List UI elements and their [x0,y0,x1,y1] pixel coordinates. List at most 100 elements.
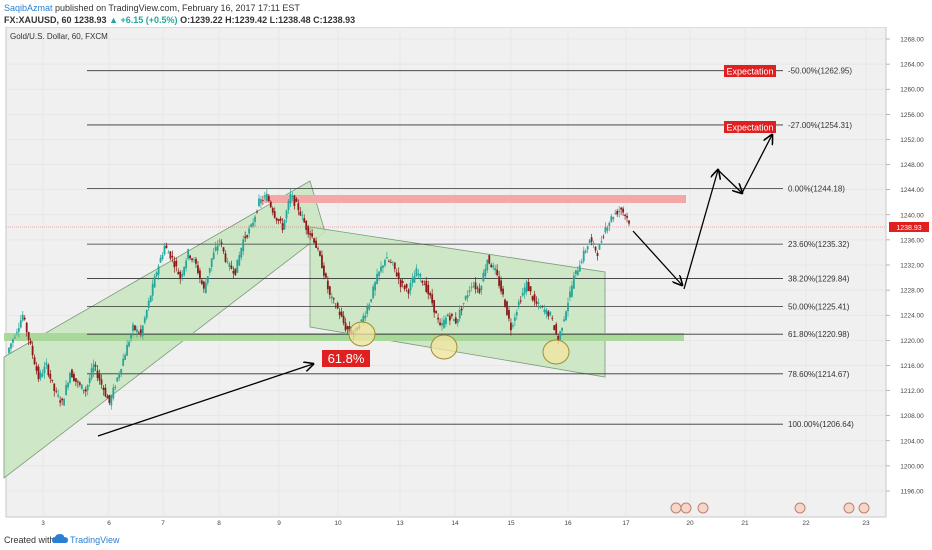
candle-body [399,279,402,288]
candle-body [328,286,331,295]
candle-body [165,245,168,249]
candle-body [391,261,394,263]
candle-body [73,373,75,382]
x-tick-label: 8 [217,520,221,527]
event-flag-icon[interactable] [843,502,855,514]
y-tick-label: 1252.00 [900,137,924,144]
x-tick-label: 3 [41,520,45,527]
candle-body [41,373,44,377]
fib-callout-text: 61.8% [328,351,365,366]
candle-body [413,275,416,283]
candle-body [460,308,463,311]
candle-body [561,327,563,331]
candle-body [506,301,508,315]
candle-body [10,343,12,349]
arrow-target [741,135,772,194]
candle-body [137,332,140,334]
event-flag-icon[interactable] [794,502,806,514]
last-price: 1238.93 [74,15,107,25]
candle-body [448,315,451,321]
candle-body [533,294,536,302]
candle-body [401,281,404,283]
event-flag-icon[interactable] [680,502,692,514]
candle-body [88,378,91,384]
candle-body [39,372,42,379]
candle-body [118,373,121,379]
candle-body [447,315,449,317]
change-label: ▲ +6.15 (+0.5%) [109,15,178,25]
current-price-value: 1238.93 [896,225,921,232]
candle-body [504,299,506,308]
candle-body [594,246,597,251]
candle-body [574,270,577,275]
candle-body [181,273,184,277]
candle-body [539,306,542,309]
candle-body [23,317,26,320]
candle-body [169,251,172,259]
candle-body [437,317,439,320]
candle-body [464,296,467,300]
candle-body [606,227,609,231]
candle-body [248,228,251,234]
x-tick-label: 16 [564,520,572,527]
candle-body [297,203,300,211]
candle-body [199,270,201,279]
y-tick-label: 1204.00 [900,438,924,445]
candle-body [527,281,530,292]
y-tick-label: 1264.00 [900,62,924,69]
candle-body [618,210,621,213]
candle-body [336,303,339,309]
low-marker-2 [430,334,458,360]
chart-header: SaqibAzmat published on TradingView.com,… [0,0,932,27]
candle-body [472,286,475,288]
event-flag-icon[interactable] [670,502,682,514]
candle-body [549,312,552,316]
candle-body [90,368,93,379]
candles [8,188,630,410]
candle-body [246,235,249,238]
published-text: published on TradingView.com, February 1… [52,3,300,13]
candle-body [130,334,132,339]
candle-body [439,322,441,325]
candle-body [183,266,186,275]
candle-body [624,214,626,216]
candle-body [531,296,534,301]
x-tick-label: 22 [802,520,810,527]
event-icons[interactable] [670,502,870,514]
candle-body [250,224,252,227]
tradingview-cloud-icon [52,534,68,543]
candle-body [588,240,591,243]
y-tick-label: 1208.00 [900,413,924,420]
candle-body [33,357,36,365]
candle-body [214,247,217,251]
candle-body [511,325,514,327]
x-tick-label: 21 [741,520,749,527]
candle-body [380,266,382,272]
candle-body [480,285,483,291]
candle-body [628,220,630,224]
candle-body [132,324,134,332]
candle-body [315,240,317,248]
candle-body [279,218,282,221]
candle-body [403,285,406,290]
candle-body [456,319,459,324]
candle-body [517,301,520,306]
candle-body [27,332,30,340]
candle-body [12,339,14,343]
candle-body [547,311,550,317]
event-flag-icon[interactable] [697,502,709,514]
tradingview-brand[interactable]: TradingView [70,535,120,545]
candle-body [289,194,292,204]
candle-body [596,252,599,256]
candle-body [592,242,595,245]
candle-body [486,259,489,271]
price-chart[interactable]: -50.00%(1262.95) -27.00%(1254.31) 0.00%(12… [0,27,932,530]
candle-body [173,261,176,268]
event-flag-icon[interactable] [858,502,870,514]
candle-body [445,317,447,325]
candle-body [71,369,73,378]
candle-body [338,311,341,316]
candle-body [366,307,369,315]
candle-body [541,305,544,307]
author-link[interactable]: SaqibAzmat [4,3,53,13]
